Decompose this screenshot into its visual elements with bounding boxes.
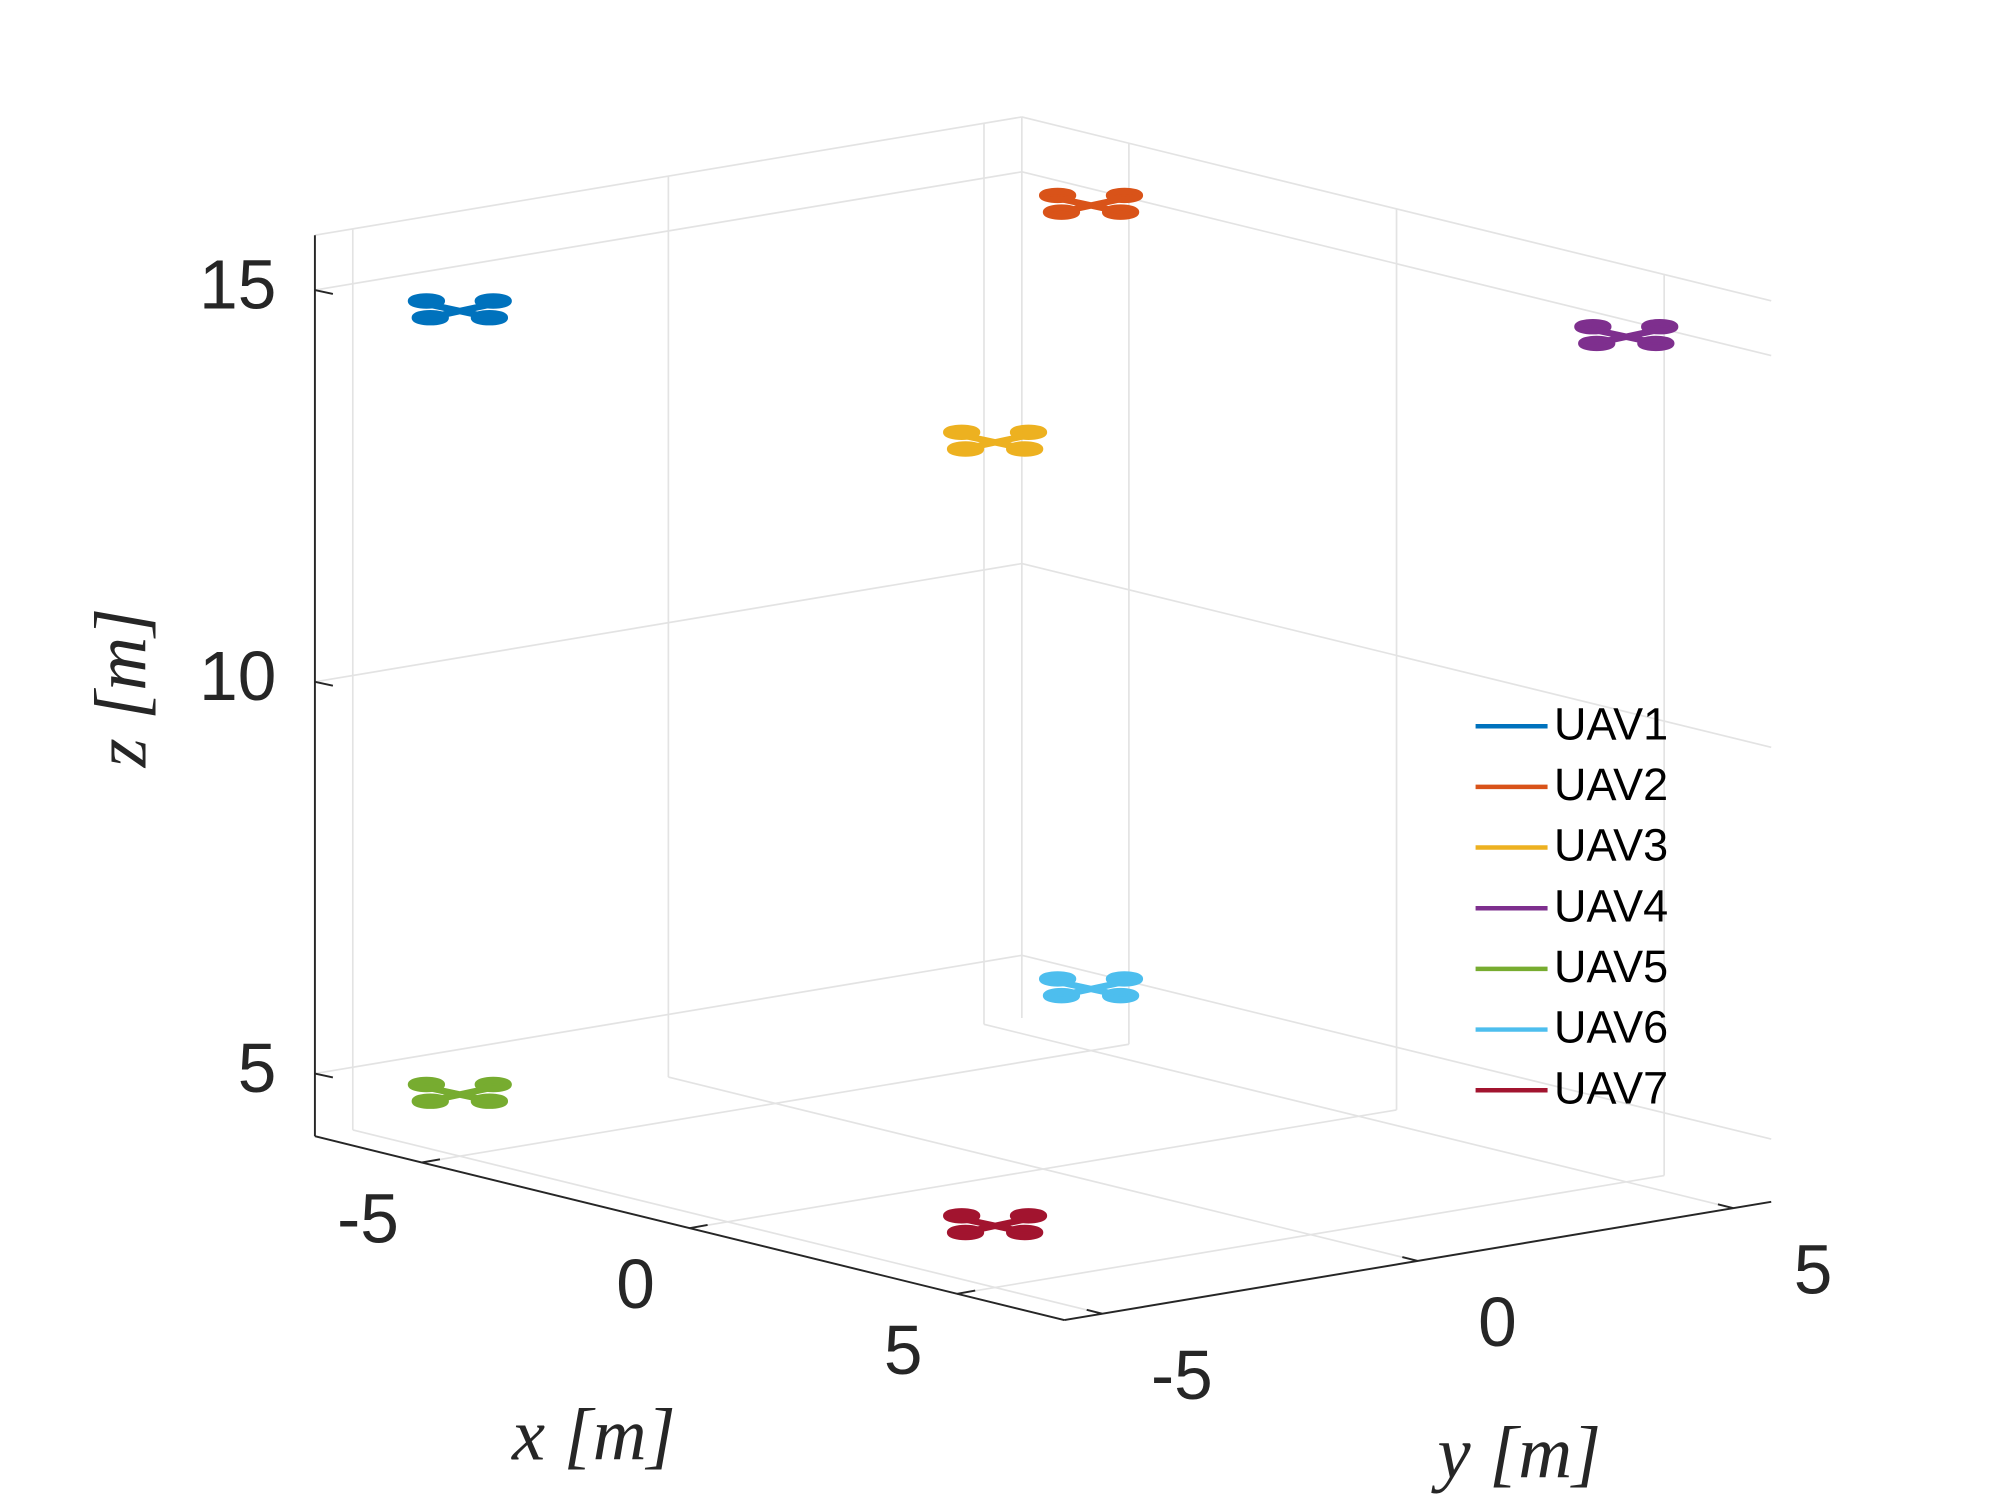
z-tick-label: 15 <box>199 245 276 323</box>
z-tick <box>314 289 334 295</box>
grid-line <box>957 1174 1665 1295</box>
y-tick-label: 5 <box>1794 1230 1833 1308</box>
marks <box>407 187 1679 1241</box>
rotor <box>1105 187 1144 204</box>
legend-label: UAV6 <box>1554 1002 1668 1053</box>
rotor <box>1042 204 1081 220</box>
box-edge <box>1021 116 1772 302</box>
y-tick-label: -5 <box>1151 1336 1213 1414</box>
rotor <box>1101 987 1140 1004</box>
drone <box>407 293 512 326</box>
rotor <box>1105 971 1144 987</box>
rotor <box>411 309 449 326</box>
rotor <box>407 293 446 309</box>
z-tick-label: 5 <box>238 1029 277 1107</box>
grid-line <box>689 1109 1397 1229</box>
legend-label: UAV1 <box>1554 698 1668 749</box>
rotor <box>1042 987 1081 1004</box>
x-tick-label: 0 <box>616 1245 655 1323</box>
z-tick <box>314 1072 334 1079</box>
rotor <box>946 1224 985 1241</box>
rotor <box>411 1093 449 1109</box>
grid <box>314 116 1772 1315</box>
rotor <box>1009 1208 1048 1224</box>
rotor <box>474 293 512 309</box>
legend: UAV1 UAV2 UAV3 UAV4 UAV5 UAV6 UAV7 <box>1475 698 1668 1113</box>
legend-label: UAV4 <box>1554 880 1668 931</box>
y-axis-label: y [m] <box>1430 1412 1601 1494</box>
axes: 5 10 15 -5 0 5 -5 0 5 <box>199 235 1832 1414</box>
rotor <box>474 1076 512 1093</box>
rotor <box>1578 335 1616 352</box>
rotor <box>1006 1224 1044 1241</box>
z-tick <box>314 680 334 687</box>
z-axis-label: z [m] <box>81 608 163 769</box>
drone <box>407 1076 512 1109</box>
rotor <box>946 441 985 457</box>
rotor <box>407 1076 446 1093</box>
drone <box>943 424 1048 457</box>
drone <box>1038 187 1144 220</box>
rotor <box>1009 424 1048 440</box>
rotor <box>1641 318 1679 335</box>
legend-label: UAV3 <box>1554 820 1668 871</box>
x-tick <box>689 1223 708 1230</box>
y-tick <box>1086 1308 1103 1315</box>
y-tick-label: 0 <box>1478 1283 1517 1361</box>
x-tick <box>421 1158 441 1164</box>
box-edge <box>314 116 1022 237</box>
rotor <box>1637 335 1675 352</box>
rotor <box>1101 204 1140 220</box>
legend-label: UAV5 <box>1554 941 1668 992</box>
legend-label: UAV7 <box>1554 1062 1668 1113</box>
rotor <box>1574 318 1612 335</box>
y-tick <box>1402 1256 1418 1262</box>
rotor <box>1006 441 1044 457</box>
y-tick <box>1717 1203 1734 1210</box>
z-tick-label: 10 <box>199 637 276 715</box>
legend-label: UAV2 <box>1554 759 1668 810</box>
rotor <box>1038 187 1077 204</box>
drone <box>1038 971 1144 1004</box>
rotor <box>1038 971 1077 987</box>
drone <box>1574 318 1679 352</box>
x-tick-label: -5 <box>337 1180 399 1258</box>
rotor <box>943 1208 981 1224</box>
grid-line <box>421 1043 1130 1164</box>
rotor <box>470 309 509 326</box>
x-axis-label: x [m] <box>511 1394 676 1476</box>
rotor <box>943 424 981 440</box>
x-tick <box>957 1289 976 1295</box>
rotor <box>470 1093 509 1109</box>
x-tick-label: 5 <box>884 1311 923 1389</box>
drone <box>943 1208 1048 1241</box>
